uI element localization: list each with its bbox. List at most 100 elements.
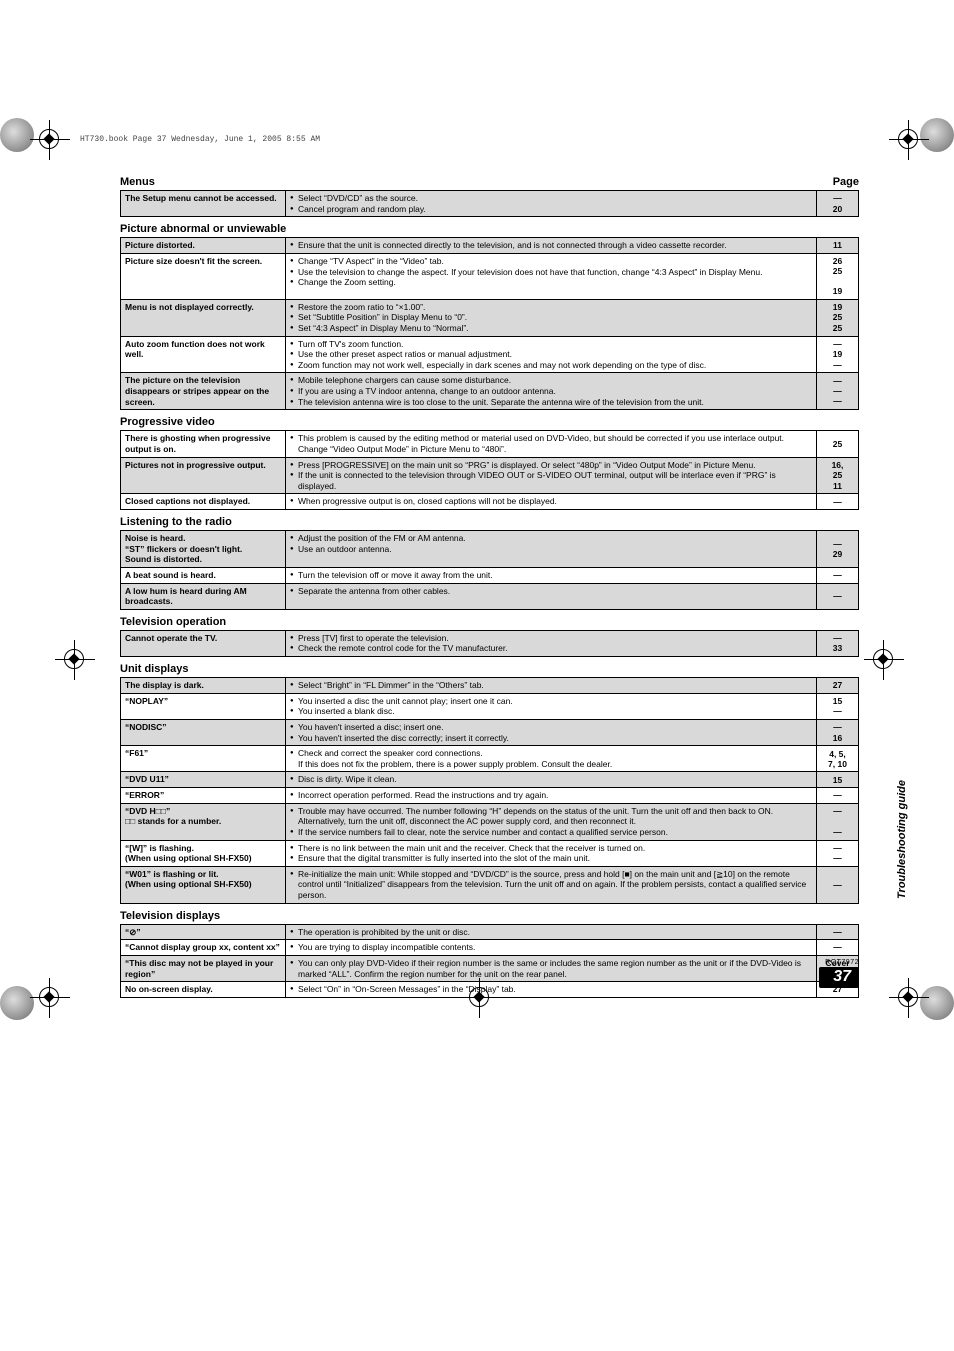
page-ref-cell: — [817, 924, 859, 940]
page-ref-cell: 15 [817, 772, 859, 788]
symptom-cell: “F61” [121, 746, 286, 772]
symptom-cell: “This disc may not be played in your reg… [121, 955, 286, 981]
remedy-item: Mobile telephone chargers can cause some… [290, 375, 812, 386]
page-ref: 20 [821, 204, 854, 214]
table-row: “F61”Check and correct the speaker cord … [121, 746, 859, 772]
table-row: “NODISC”You haven't inserted a disc; ins… [121, 719, 859, 745]
remedy-item: Cancel program and random play. [290, 204, 812, 215]
page-ref: 11 [821, 481, 854, 491]
section-header: Progressive video [120, 416, 859, 428]
remedy-cell: Change “TV Aspect” in the “Video” tab.Us… [286, 253, 817, 299]
page-ref: — [821, 539, 854, 549]
symptom-cell: Closed captions not displayed. [121, 494, 286, 510]
remedy-cell: Re-initialize the main unit: While stopp… [286, 866, 817, 903]
symptom-cell: “NODISC” [121, 719, 286, 745]
page-ref: — [821, 376, 854, 386]
table-row: Picture size doesn't fit the screen.Chan… [121, 253, 859, 299]
page-ref: — [821, 927, 854, 937]
page-ref: 26 [821, 256, 854, 266]
remedy-item: Use the other preset aspect ratios or ma… [290, 349, 812, 360]
symptom-cell: Noise is heard.“ST” flickers or doesn't … [121, 531, 286, 568]
remedy-cell: Trouble may have occurred. The number fo… [286, 803, 817, 840]
remedy-item: You inserted a blank disc. [290, 706, 812, 717]
remedy-item: When progressive output is on, closed ca… [290, 496, 812, 507]
page-ref-cell: — [817, 583, 859, 609]
symptom-cell: No on-screen display. [121, 982, 286, 998]
table-row: Menu is not displayed correctly.Restore … [121, 299, 859, 336]
remedy-cell: Turn the television off or move it away … [286, 567, 817, 583]
remedy-item: Turn off TV's zoom function. [290, 339, 812, 350]
remedy-item: If you are using a TV indoor antenna, ch… [290, 386, 812, 397]
page-ref: 19 [821, 302, 854, 312]
remedy-item: Press [PROGRESSIVE] on the main unit so … [290, 460, 812, 471]
remedy-cell: Select “DVD/CD” as the source.Cancel pro… [286, 191, 817, 217]
section-header: Picture abnormal or unviewable [120, 223, 859, 235]
symptom-cell: Menu is not displayed correctly. [121, 299, 286, 336]
side-label: Troubleshooting guide [896, 780, 908, 899]
regmark-icon [864, 640, 904, 680]
remedy-cell: Select “Bright” in “FL Dimmer” in the “O… [286, 678, 817, 694]
remedy-item: Set “Subtitle Position” in Display Menu … [290, 312, 812, 323]
troubleshooting-table: “⊘”The operation is prohibited by the un… [120, 924, 859, 998]
remedy-item: There is no link between the main unit a… [290, 843, 812, 854]
page-ref-cell: — — [817, 803, 859, 840]
page-ref: 25 [821, 323, 854, 333]
remedy-cell: Ensure that the unit is connected direct… [286, 238, 817, 254]
table-row: “DVD U11”Disc is dirty. Wipe it clean.15 [121, 772, 859, 788]
symptom-cell: “W01” is flashing or lit.(When using opt… [121, 866, 286, 903]
remedy-item: Select “On” in “On-Screen Messages” in t… [290, 984, 812, 995]
remedy-cell: The operation is prohibited by the unit … [286, 924, 817, 940]
table-row: “NOPLAY”You inserted a disc the unit can… [121, 693, 859, 719]
symptom-cell: “ERROR” [121, 788, 286, 804]
page-ref-cell: 25 [817, 431, 859, 457]
remedy-item: Trouble may have occurred. The number fo… [290, 806, 812, 827]
page-ref-cell: 15— [817, 693, 859, 719]
table-row: Cannot operate the TV.Press [TV] first t… [121, 630, 859, 656]
page-ref-cell: 192525 [817, 299, 859, 336]
table-row: The display is dark.Select “Bright” in “… [121, 678, 859, 694]
symptom-cell: Picture size doesn't fit the screen. [121, 253, 286, 299]
page-ref: — [821, 570, 854, 580]
table-row: There is ghosting when progressive outpu… [121, 431, 859, 457]
remedy-item: Ensure that the unit is connected direct… [290, 240, 812, 251]
remedy-item: Change the Zoom setting. [290, 277, 812, 288]
symptom-cell: A beat sound is heard. [121, 567, 286, 583]
section-title: Television operation [120, 616, 226, 628]
symptom-cell: A low hum is heard during AM broadcasts. [121, 583, 286, 609]
remedy-item: You can only play DVD-Video if their reg… [290, 958, 812, 979]
table-row: “[W]” is flashing.(When using optional S… [121, 840, 859, 866]
remedy-item: Separate the antenna from other cables. [290, 586, 812, 597]
print-header: HT730.book Page 37 Wednesday, June 1, 20… [80, 135, 320, 144]
remedy-cell: Press [PROGRESSIVE] on the main unit so … [286, 457, 817, 494]
page-ref-cell: —20 [817, 191, 859, 217]
symptom-cell: There is ghosting when progressive outpu… [121, 431, 286, 457]
regmark-icon [889, 120, 929, 160]
regmark-icon [30, 978, 70, 1018]
remedy-cell: You inserted a disc the unit cannot play… [286, 693, 817, 719]
page-ref: 16, [821, 460, 854, 470]
page-ref: — [821, 880, 854, 890]
symptom-cell: “DVD U11” [121, 772, 286, 788]
page-ref: — [821, 806, 854, 816]
symptom-cell: “NOPLAY” [121, 693, 286, 719]
print-sphere-bl [0, 986, 34, 1020]
section-title: Unit displays [120, 663, 188, 675]
table-row: A low hum is heard during AM broadcasts.… [121, 583, 859, 609]
symptom-cell: Picture distorted. [121, 238, 286, 254]
section-header: Listening to the radio [120, 516, 859, 528]
page-ref-cell: —33 [817, 630, 859, 656]
symptom-cell: Auto zoom function does not work well. [121, 336, 286, 373]
page-ref-cell: — [817, 567, 859, 583]
remedy-cell: Select “On” in “On-Screen Messages” in t… [286, 982, 817, 998]
page-ref: 29 [821, 549, 854, 559]
remedy-item: Change “TV Aspect” in the “Video” tab. [290, 256, 812, 267]
remedy-cell: You can only play DVD-Video if their reg… [286, 955, 817, 981]
page-ref-cell: 2625 19 [817, 253, 859, 299]
remedy-item: Adjust the position of the FM or AM ante… [290, 533, 812, 544]
section-title: Progressive video [120, 416, 215, 428]
page-ref: 4, 5, [821, 749, 854, 759]
page-ref: 11 [821, 240, 854, 250]
remedy-cell: You haven't inserted a disc; insert one.… [286, 719, 817, 745]
page-ref-cell: ——— [817, 373, 859, 410]
remedy-cell: Disc is dirty. Wipe it clean. [286, 772, 817, 788]
